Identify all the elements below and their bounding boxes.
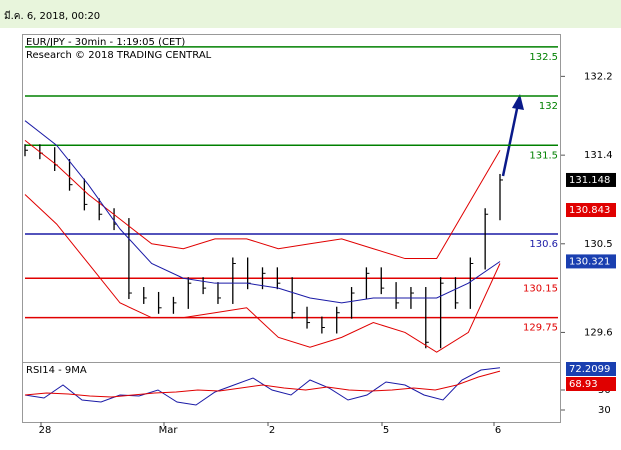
x-tick-label: 6 [495,425,501,436]
arrow-head [512,94,524,110]
rsi-tag-label: 68.93 [569,379,598,390]
price-tag-label: 131.148 [569,175,610,186]
price-tag-label: 130.843 [569,205,610,216]
date-stamp: มี.ค. 6, 2018, 00:20 [4,10,100,22]
level-label: 132 [539,101,558,112]
y-tick-label: 129.6 [584,327,613,338]
level-label: 131.5 [529,150,558,161]
subtitle: Research © 2018 TRADING CENTRAL [26,50,212,61]
y-tick-label: 131.4 [584,150,613,161]
rsi-tick-label: 30 [598,405,611,416]
rsi-tag-label: 72.2099 [569,364,610,375]
band-line [24,120,501,304]
level-label: 130.15 [523,283,558,294]
x-tick-label: 2 [269,425,275,436]
y-tick-label: 130.5 [584,239,613,250]
price-tag-label: 130.321 [569,256,610,267]
y-tick-label: 132.2 [584,71,613,82]
rsi-line [24,367,501,406]
price-tag [566,254,616,269]
x-tick-label: Mar [159,425,179,436]
level-label: 132.5 [529,52,558,63]
price-tag [566,203,616,218]
title: EUR/JPY - 30min - 1:19:05 (CET) [26,37,185,48]
level-label: 129.75 [523,323,558,334]
level-label: 130.6 [529,239,558,250]
x-tick-label: 28 [39,425,52,436]
rsi-tag [566,377,616,391]
rsi-tag [566,362,616,376]
x-tick-label: 5 [383,425,389,436]
rsi-line [24,370,501,398]
rsi-title: RSI14 - 9MA [26,365,87,376]
top-bar [0,0,621,28]
price-tag [566,172,616,187]
frame [22,34,561,423]
band-line [24,194,501,353]
arrow [501,103,520,177]
